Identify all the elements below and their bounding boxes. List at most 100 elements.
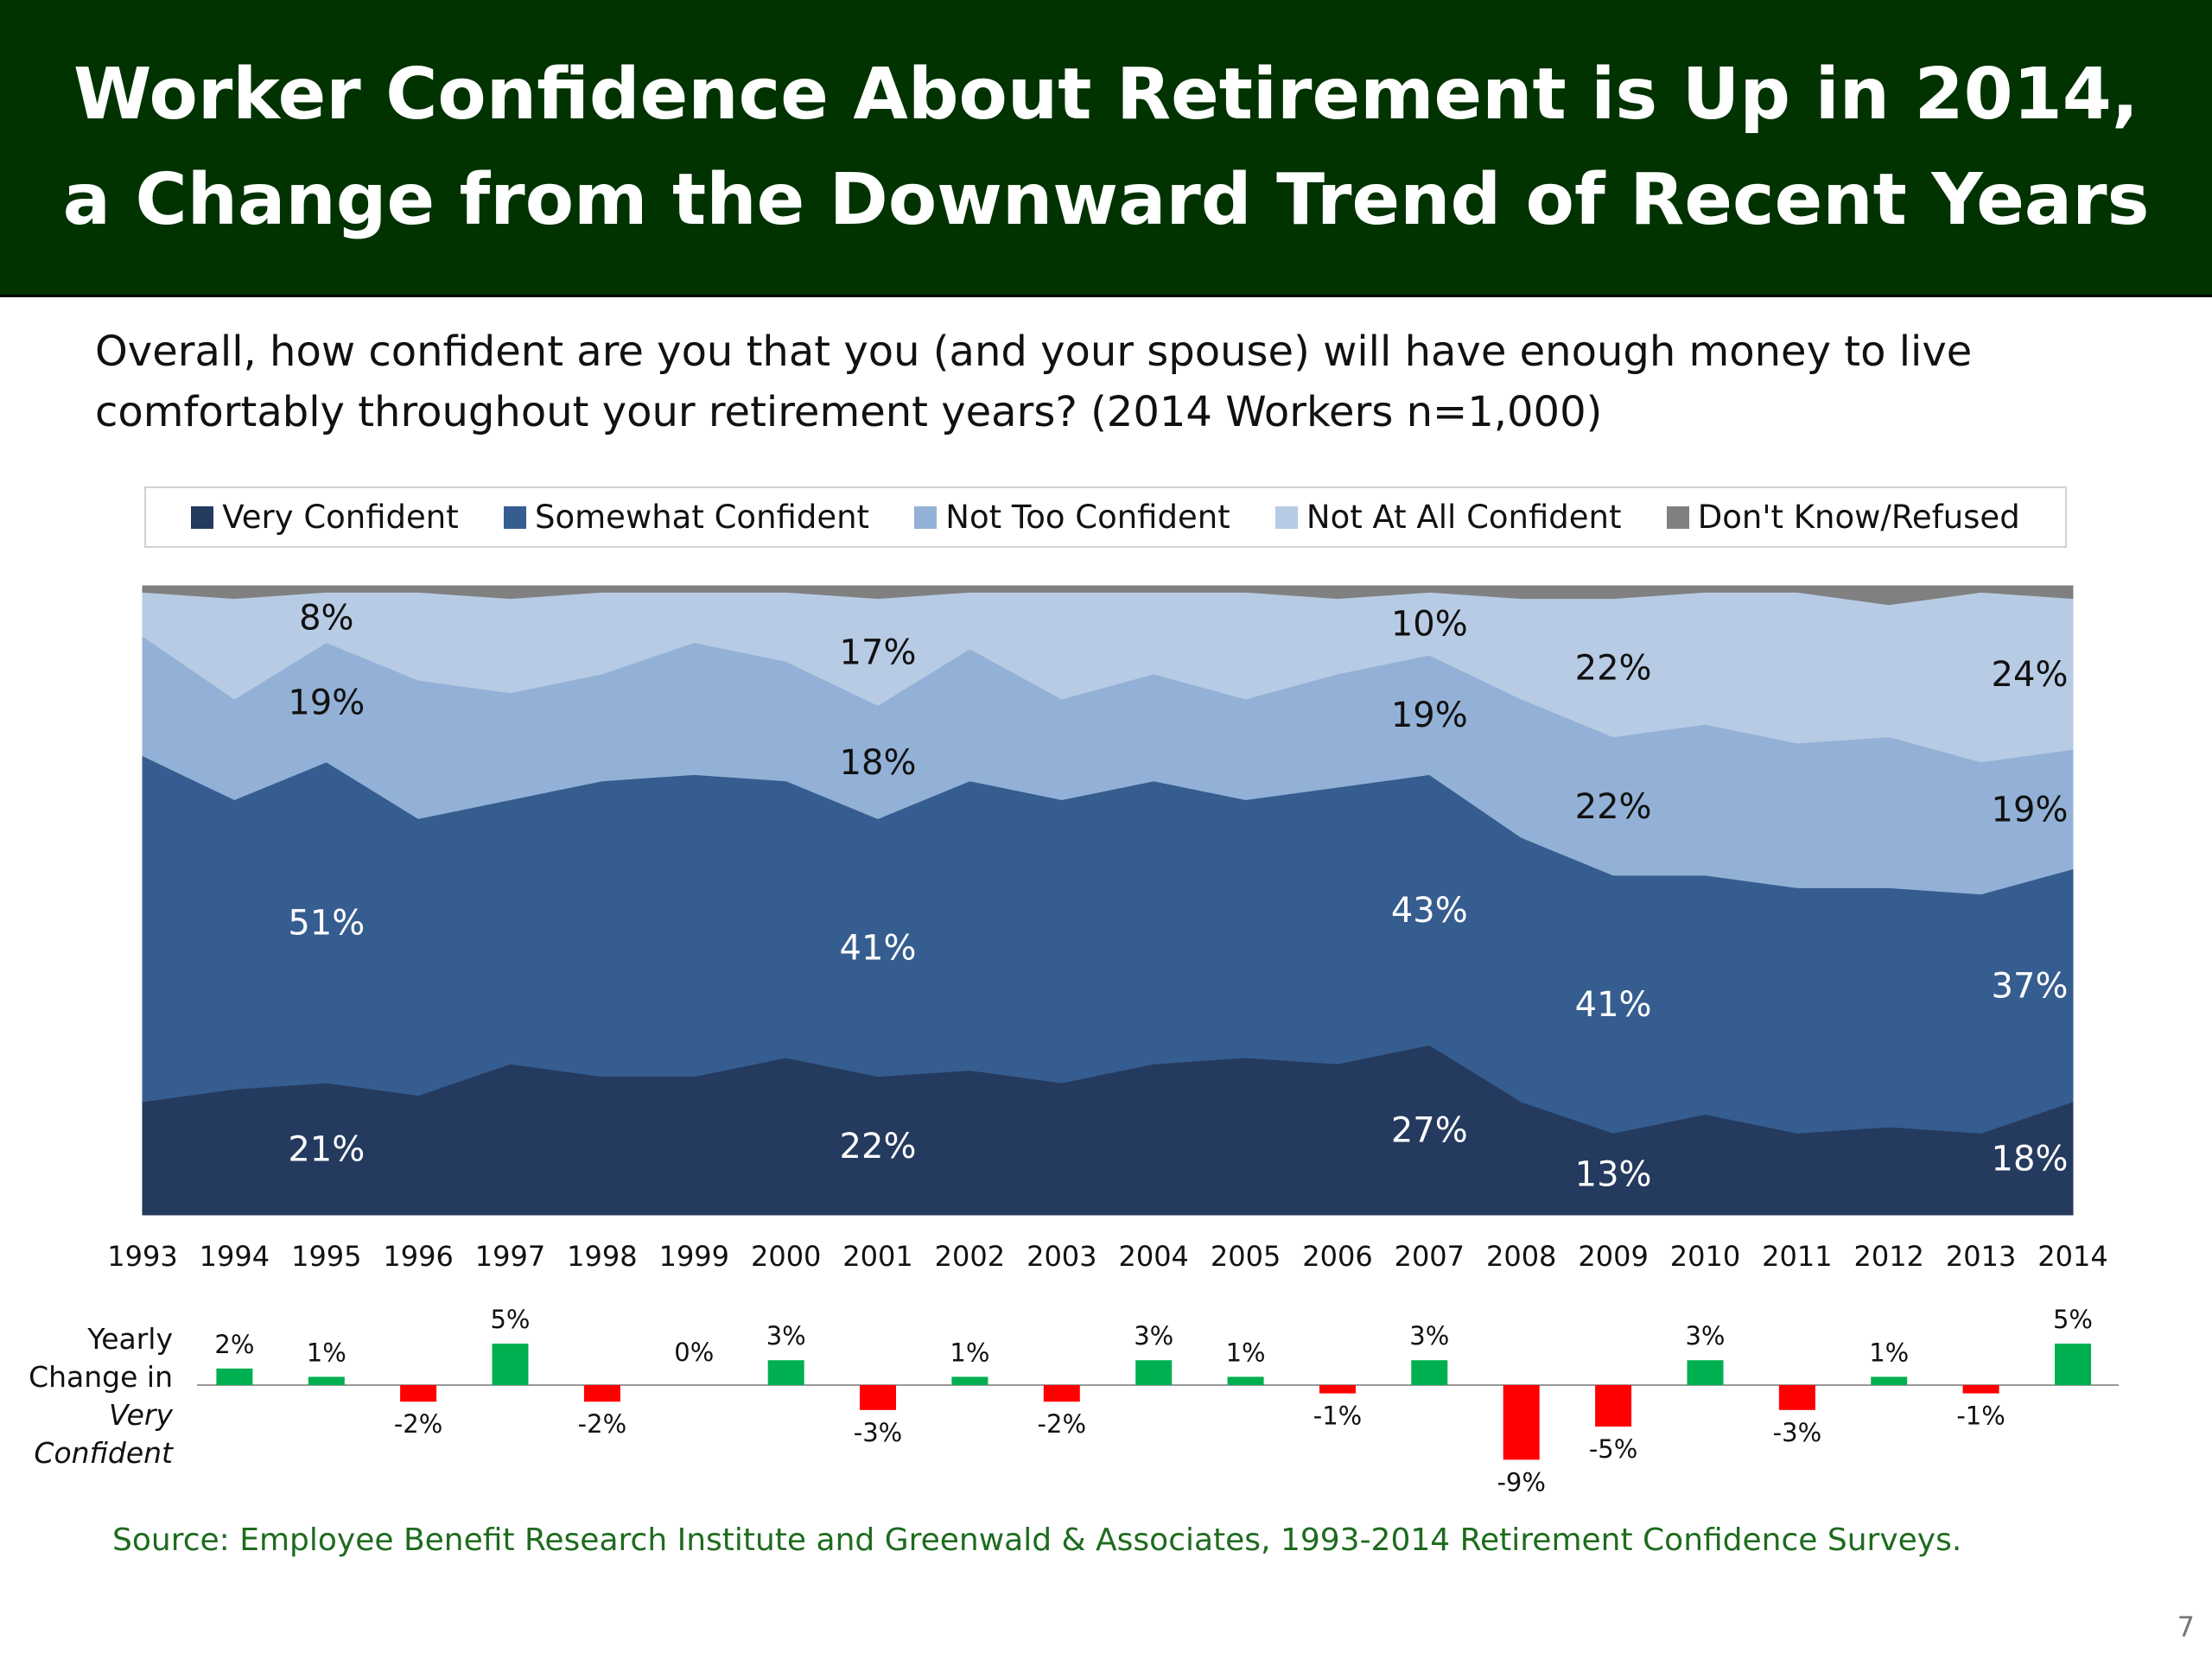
bar-value-label: 0%	[674, 1338, 714, 1367]
change-bar	[1687, 1360, 1724, 1385]
data-label: 13%	[1575, 1155, 1652, 1195]
x-tick-label: 2007	[1395, 1240, 1465, 1273]
change-bar	[400, 1385, 437, 1402]
survey-question: Overall, how confident are you that you …	[95, 327, 1973, 436]
source-note: Source: Employee Benefit Research Instit…	[112, 1522, 1962, 1558]
x-tick-label: 2003	[1027, 1240, 1096, 1273]
change-bar	[308, 1376, 345, 1385]
data-label: 22%	[1575, 787, 1652, 827]
x-tick-label: 2001	[842, 1240, 912, 1273]
data-label: 27%	[1391, 1111, 1468, 1151]
x-tick-label: 2004	[1118, 1240, 1188, 1273]
change-bar	[1871, 1376, 1908, 1385]
data-label: 18%	[840, 743, 917, 783]
bar-value-label: 1%	[307, 1338, 346, 1367]
x-axis-tick-labels: 1993 1994 1995 1996 1997 1998 1999 2000 2001 2002…	[107, 1240, 2107, 1273]
legend-label: Not At All Confident	[1306, 499, 1622, 536]
slide-title: Worker Confidence About Retirement is Up…	[62, 53, 2150, 241]
x-tick-label: 2005	[1211, 1240, 1281, 1273]
x-tick-label: 2009	[1578, 1240, 1648, 1273]
data-label: 51%	[288, 904, 365, 944]
legend-swatch	[1274, 505, 1298, 529]
bar-value-label: 1%	[950, 1338, 989, 1367]
yearly-change-label-line: Yearly	[87, 1322, 173, 1356]
legend-label: Very Confident	[222, 499, 459, 536]
data-label: 10%	[1391, 605, 1468, 645]
bar-value-label: 2%	[214, 1330, 254, 1359]
bar-value-label: -5%	[1589, 1434, 1637, 1464]
data-label: 24%	[1992, 655, 2069, 695]
x-tick-label: 1999	[659, 1240, 729, 1273]
data-label: 41%	[1575, 985, 1652, 1025]
data-label: 43%	[1391, 891, 1468, 931]
data-label: 37%	[1992, 966, 2069, 1006]
bar-value-label: 1%	[1869, 1338, 1909, 1367]
bar-value-label: -3%	[1773, 1418, 1821, 1447]
legend-item-not-at-all-confident: Not At All Confident	[1274, 499, 1622, 536]
change-bar	[1319, 1385, 1356, 1394]
bar-value-label: 3%	[766, 1321, 806, 1351]
x-tick-label: 2012	[1853, 1240, 1923, 1273]
change-bar	[1595, 1385, 1632, 1427]
change-bar	[1962, 1385, 1999, 1394]
legend-item-somewhat-confident: Somewhat Confident	[504, 499, 869, 536]
change-bar	[951, 1376, 988, 1385]
x-tick-label: 2006	[1302, 1240, 1372, 1273]
legend-swatch	[914, 505, 938, 529]
x-tick-label: 1997	[475, 1240, 545, 1273]
bar-value-label: -2%	[394, 1409, 442, 1439]
bar-value-label: -3%	[854, 1418, 902, 1447]
legend-item-dont-know: Don't Know/Refused	[1666, 499, 2020, 536]
yearly-change-bar-chart: 2% 1% -2% 5% -2% 0% 3% -3% 1% -2% 3% 1% -1% 3% -9% -5% 3…	[197, 1305, 2119, 1497]
yearly-change-label: Yearly Change in Very Confident	[26, 1320, 173, 1472]
bar-value-label: 3%	[1409, 1321, 1449, 1351]
change-bar	[1778, 1385, 1815, 1410]
change-bar	[1411, 1360, 1448, 1385]
data-label: 19%	[1391, 696, 1468, 735]
change-bar	[767, 1360, 804, 1385]
x-tick-label: 2013	[1946, 1240, 2016, 1273]
stacked-area-chart	[142, 585, 2074, 1216]
change-bar	[492, 1344, 529, 1385]
data-label: 19%	[288, 683, 365, 723]
change-bar	[1043, 1385, 1080, 1402]
x-tick-label: 1996	[383, 1240, 453, 1273]
x-tick-label: 1995	[291, 1240, 361, 1273]
yearly-change-label-line: Confident	[34, 1436, 173, 1470]
bar-value-label: -1%	[1313, 1402, 1362, 1431]
x-tick-label: 2010	[1670, 1240, 1740, 1273]
area-data-labels: 21% 22% 27% 13% 18% 51% 41% 43% 41% 37% 19% 18% 19% 2…	[288, 598, 2068, 1194]
page-number: 7	[2177, 1611, 2195, 1643]
change-bar	[216, 1368, 253, 1385]
x-tick-label: 2000	[751, 1240, 821, 1273]
legend-label: Somewhat Confident	[535, 499, 870, 536]
legend-label: Not Too Confident	[945, 499, 1230, 536]
yearly-change-label-line: Change in	[29, 1360, 173, 1394]
legend-swatch	[504, 505, 527, 529]
legend-swatch	[1666, 505, 1689, 529]
x-tick-label: 1998	[567, 1240, 637, 1273]
data-label: 22%	[1575, 649, 1652, 689]
change-bar	[2055, 1344, 2091, 1385]
bar-value-label: 3%	[1134, 1321, 1173, 1351]
legend-label: Don't Know/Refused	[1697, 499, 2020, 536]
data-label: 18%	[1992, 1140, 2069, 1179]
change-bar	[1227, 1376, 1264, 1385]
legend-item-not-too-confident: Not Too Confident	[914, 499, 1230, 536]
chart-legend: Very Confident Somewhat Confident Not To…	[144, 486, 2067, 548]
data-label: 17%	[840, 632, 917, 672]
data-label: 22%	[840, 1127, 917, 1166]
data-label: 19%	[1992, 790, 2069, 830]
x-tick-label: 2011	[1762, 1240, 1832, 1273]
bar-value-label: -1%	[1956, 1402, 2005, 1431]
bar-value-label: 1%	[1226, 1338, 1266, 1367]
change-bar	[860, 1385, 896, 1410]
change-bar	[1503, 1385, 1540, 1460]
yearly-change-label-line: Very	[108, 1398, 173, 1432]
data-label: 21%	[288, 1130, 365, 1170]
bar-value-label: -2%	[578, 1409, 626, 1439]
bar-value-label: 3%	[1685, 1321, 1725, 1351]
legend-swatch	[191, 505, 214, 529]
confidence-chart: 21% 22% 27% 13% 18% 51% 41% 43% 41% 37% 19% 18% 19% 2…	[107, 585, 2119, 1497]
data-label: 41%	[840, 929, 917, 969]
